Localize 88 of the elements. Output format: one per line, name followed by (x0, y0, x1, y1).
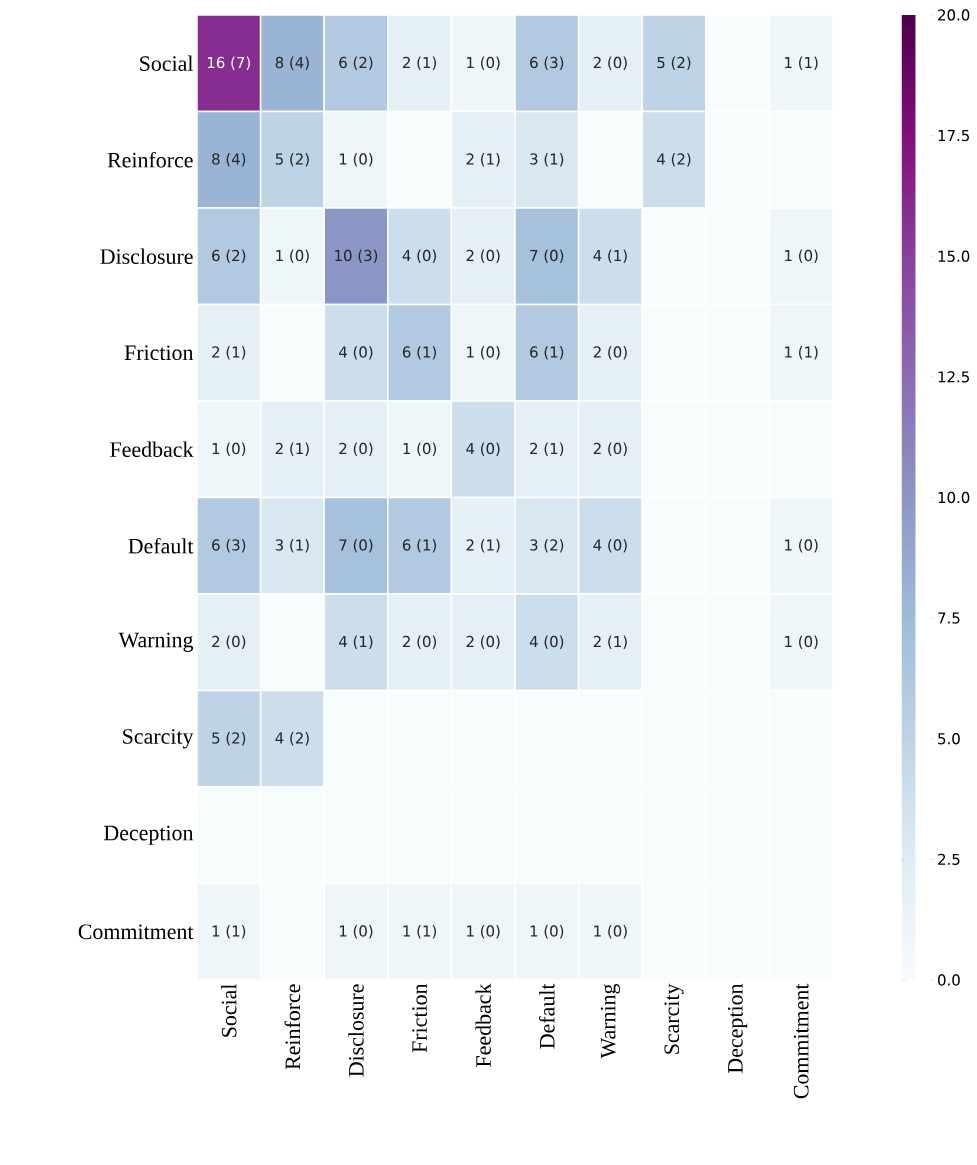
data-label: 7 (0) (339, 539, 373, 553)
data-label: 6 (3) (212, 539, 246, 553)
data-label: 4 (0) (402, 249, 437, 263)
color-bar-label: 2.5 (938, 853, 960, 866)
data-label: 4 (1) (339, 635, 373, 649)
data-label: 16 (7) (207, 56, 250, 70)
data-label: 1 (0) (403, 442, 437, 456)
x-tick-label: Scarcity (664, 983, 684, 1054)
x-tick-label: Reinforce (284, 984, 301, 1070)
data-label: 2 (0) (466, 249, 500, 263)
data-label: 1 (0) (530, 925, 564, 939)
data-label: 1 (1) (785, 56, 818, 70)
color-bar-label: 0.0 (938, 974, 960, 986)
data-label: 7 (0) (530, 249, 564, 263)
y-tick-label: Deception (104, 825, 194, 845)
data-label: 4 (0) (593, 539, 627, 553)
data-label: 4 (2) (275, 732, 309, 746)
data-label: 4 (2) (657, 153, 691, 167)
data-label: 6 (3) (530, 56, 564, 70)
data-label: 4 (1) (593, 249, 627, 263)
data-label: 4 (0) (466, 442, 500, 456)
data-label: 1 (0) (467, 925, 500, 939)
data-label: 2 (0) (593, 346, 627, 360)
data-label: 2 (1) (275, 442, 309, 456)
color-bar-label: 12.5 (938, 371, 969, 383)
y-tick-label: Scarcity (123, 729, 194, 749)
data-label: 5 (2) (275, 153, 309, 167)
data-label: 1 (0) (212, 442, 246, 456)
data-label: 2 (1) (530, 442, 564, 456)
data-label: 4 (0) (529, 635, 564, 649)
data-label: 2 (1) (466, 153, 500, 167)
color-bar-label: 10.0 (938, 491, 970, 504)
data-label: 2 (1) (402, 56, 437, 70)
data-label: 2 (0) (466, 635, 500, 649)
x-tick-label: Default (538, 983, 555, 1049)
y-tick-label: Friction (124, 345, 194, 361)
data-label: 3 (1) (275, 539, 309, 553)
data-label: 5 (2) (212, 732, 246, 746)
data-label: 6 (2) (212, 249, 246, 263)
data-label: 1 (0) (785, 635, 818, 649)
color-bar-label: 7.5 (938, 612, 960, 624)
data-label: 1 (0) (467, 56, 500, 70)
data-label: 2 (0) (593, 442, 627, 456)
x-tick-label: Deception (728, 983, 748, 1073)
x-tick-label: Commitment (793, 983, 809, 1099)
x-tick-label: Feedback (475, 983, 491, 1067)
data-label: 1 (1) (212, 925, 246, 939)
data-label: 8 (4) (212, 153, 246, 167)
data-label: 6 (1) (402, 346, 437, 360)
data-label: 2 (0) (593, 56, 627, 70)
color-bar-label: 17.5 (938, 130, 969, 142)
color-bar-label: 15.0 (938, 250, 970, 262)
data-label: 1 (0) (339, 925, 373, 939)
y-tick-label: Disclosure (100, 248, 193, 264)
data-label: 5 (2) (657, 56, 691, 70)
y-tick-label: Warning (118, 632, 194, 652)
x-tick-label: Friction (412, 983, 427, 1053)
data-label: 1 (0) (594, 925, 627, 939)
data-label: 3 (1) (530, 153, 564, 167)
data-label: 2 (0) (212, 635, 246, 649)
data-label: 1 (1) (403, 925, 437, 939)
data-label: 10 (3) (335, 249, 378, 263)
data-label: 2 (0) (402, 635, 437, 649)
data-label: 2 (1) (593, 635, 627, 649)
y-tick-label: Default (128, 537, 194, 554)
data-label: 2 (0) (339, 442, 373, 456)
data-label: 1 (0) (785, 539, 818, 553)
x-tick-label: Disclosure (348, 984, 364, 1077)
data-label: 6 (1) (402, 539, 437, 553)
data-label: 6 (1) (530, 346, 564, 360)
data-label: 1 (0) (276, 249, 309, 263)
data-label: 1 (0) (467, 346, 500, 360)
y-tick-label: Commitment (78, 924, 194, 940)
data-label: 3 (2) (530, 539, 564, 553)
data-label: 1 (0) (785, 249, 818, 263)
y-tick-label: Reinforce (107, 151, 193, 168)
x-tick-label: Social (221, 983, 237, 1037)
color-bar-label: 5.0 (938, 733, 960, 745)
data-label: 2 (1) (212, 346, 246, 360)
data-label: 4 (0) (339, 346, 373, 360)
data-label: 1 (0) (339, 153, 373, 167)
data-label: 6 (2) (339, 56, 373, 70)
y-tick-label: Feedback (110, 441, 194, 457)
data-label: 2 (1) (466, 539, 500, 553)
x-tick-label: Warning (600, 983, 621, 1059)
data-label: 1 (1) (785, 346, 818, 360)
y-tick-label: Social (140, 55, 194, 71)
color-bar-label: 20.0 (938, 9, 970, 21)
